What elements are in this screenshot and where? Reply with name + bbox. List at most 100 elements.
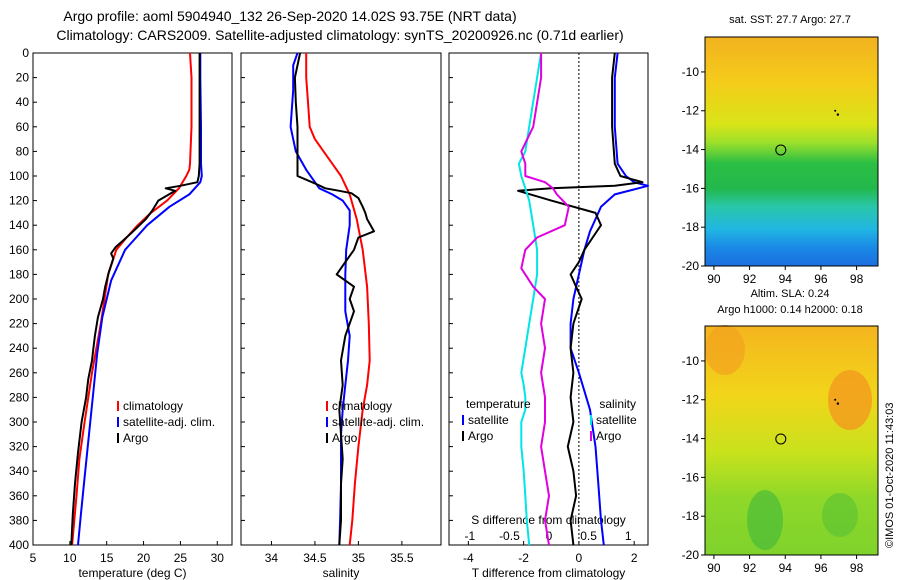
map_sla-ytick-label: -12 [682, 393, 700, 407]
map_sst-xtick-label: 94 [779, 272, 793, 286]
map_sst-xtick-label: 92 [743, 272, 757, 286]
sal-xtick-label: 34.5 [303, 551, 327, 565]
diff-legend-s-title: salinity [599, 397, 636, 411]
diff-series-t-satellite [569, 52, 649, 546]
sla-low-patch [747, 490, 783, 550]
map_sst-ytick-label: -20 [682, 259, 700, 273]
temp-legend-2-label: Argo [123, 431, 149, 445]
map_sst-title: sat. SST: 27.7 Argo: 27.7 [729, 14, 851, 26]
temp-xtick-label: 15 [100, 551, 114, 565]
map_sst-ytick-label: -18 [682, 220, 700, 234]
depth-tick-label: 300 [9, 415, 29, 429]
sla-map-panel: -10 -12 -14 -16 -18 -20 90 92 94 96 98 Altim. SLA: … [678, 288, 879, 575]
island-marker [834, 398, 837, 401]
diff-t-xtick-label: -2 [518, 551, 529, 565]
difference-axes-frame [448, 52, 649, 546]
map_sla-ytick-label: -20 [682, 548, 700, 562]
diff-s-xtick-label: 0.5 [580, 529, 597, 543]
temperature-axes-frame [32, 52, 233, 546]
map_sla-xtick-label: 96 [814, 561, 828, 575]
depth-tick-label: 380 [9, 513, 29, 527]
depth-tick-label: 140 [9, 218, 29, 232]
map_sst-field [705, 37, 878, 266]
figure-title-line1: Argo profile: aoml 5904940_132 26-Sep-20… [63, 8, 516, 24]
map_sla-xtick-label: 90 [707, 561, 721, 575]
depth-tick-label: 340 [9, 464, 29, 478]
island-marker [836, 113, 840, 116]
diff-legend-t-sat-label: satellite [468, 413, 509, 427]
depth-tick-label: 320 [9, 440, 29, 454]
sla-high-patch [828, 370, 872, 430]
map_sst-ytick-label: -16 [682, 181, 700, 195]
map_sla-title: Altim. SLA: 0.24 [751, 288, 830, 300]
depth-tick-label: 0 [22, 46, 29, 60]
depth-tick-label: 40 [16, 95, 30, 109]
diff-series-s-satellite [517, 52, 543, 546]
island-marker [834, 109, 837, 112]
map_sla-ytick-label: -18 [682, 509, 700, 523]
map_sla-xtick-label: 92 [743, 561, 757, 575]
map_sst-xtick-label: 98 [850, 272, 864, 286]
depth-tick-label: 200 [9, 292, 29, 306]
temp-xtick-label: 30 [211, 551, 225, 565]
depth-tick-label: 260 [9, 366, 29, 380]
map_sst-frame [704, 36, 879, 267]
temp-xlabel: temperature (deg C) [78, 566, 186, 580]
argo-position-marker [775, 433, 787, 445]
sal-legend-1-label: satellite-adj. clim. [332, 415, 424, 429]
diff-s-xtick-label: -0.5 [499, 529, 520, 543]
temp-legend-1-label: satellite-adj. clim. [123, 415, 215, 429]
map_sla-subtitle: Argo h1000: 0.14 h2000: 0.18 [717, 304, 863, 316]
sal-xtick-label: 35.5 [390, 551, 414, 565]
depth-tick-label: 400 [9, 538, 29, 552]
map_sst-xtick-label: 96 [814, 272, 828, 286]
map_sla-xtick-label: 98 [850, 561, 864, 575]
depth-tick-label: 100 [9, 169, 29, 183]
sal-series-climatology [305, 53, 371, 546]
temp-xtick-label: 5 [30, 551, 37, 565]
sal-series-argo [293, 52, 375, 546]
temp-xtick-label: 10 [63, 551, 77, 565]
diff-legend-t-argo-label: Argo [468, 429, 494, 443]
map_sst-ytick-label: -14 [682, 143, 700, 157]
temp-xtick-label: 25 [174, 551, 188, 565]
diff-s-xtick-label: 0 [546, 529, 553, 543]
sal-xtick-label: 35 [352, 551, 366, 565]
sal-xlabel: salinity [323, 566, 360, 580]
salinity-panel: 34 34.5 35 35.5 salinity climatology satellite… [240, 52, 442, 580]
depth-tick-label: 60 [16, 120, 30, 134]
depth-tick-label: 360 [9, 489, 29, 503]
sal-legend-2-label: Argo [332, 431, 358, 445]
sla-low-patch [822, 493, 858, 537]
diff-t-xtick-label: 2 [631, 551, 638, 565]
sst-map-panel: -10 -12 -14 -16 -18 -20 90 92 94 96 98 sat. SST: 27… [678, 14, 879, 286]
temp-series-satellite-adj-clim- [77, 53, 203, 546]
temp-series-argo [70, 53, 201, 546]
map_sla-ytick-label: -14 [682, 432, 700, 446]
diff-legend-s-argo-label: Argo [596, 429, 622, 443]
diff-legend-s-sat-label: satellite [596, 413, 637, 427]
map_sla-xtick-label: 94 [779, 561, 793, 575]
difference-panel: -4 -2 0 2 -1 -0.5 0 0.5 1 S difference from clima… [448, 52, 649, 580]
diff-series-t-argo [517, 52, 644, 546]
map_sla-ytick-label: -16 [682, 470, 700, 484]
map_sst-ytick-label: -12 [682, 104, 700, 118]
figure-title-line2: Climatology: CARS2009. Satellite-adjuste… [56, 27, 623, 43]
depth-tick-label: 20 [16, 71, 30, 85]
footer-stamp: ©IMOS 01-Oct-2020 11:43:03 [884, 403, 896, 548]
map_sst-ytick-label: -10 [682, 65, 700, 79]
diff-s-xlabel: S difference from climatology [471, 513, 626, 527]
diff-s-xtick-label: -1 [464, 529, 475, 543]
map_sla-ytick-label: -10 [682, 354, 700, 368]
depth-tick-label: 220 [9, 317, 29, 331]
depth-tick-label: 240 [9, 341, 29, 355]
depth-tick-label: 160 [9, 243, 29, 257]
diff-legend-t-title: temperature [466, 397, 531, 411]
depth-tick-label: 180 [9, 267, 29, 281]
depth-tick-label: 80 [16, 144, 30, 158]
island-marker [836, 402, 840, 405]
temp-legend-0-label: climatology [123, 399, 183, 413]
map_sla-frame [704, 325, 879, 556]
map_sst-xtick-label: 90 [707, 272, 721, 286]
argo-position-marker [775, 144, 787, 156]
